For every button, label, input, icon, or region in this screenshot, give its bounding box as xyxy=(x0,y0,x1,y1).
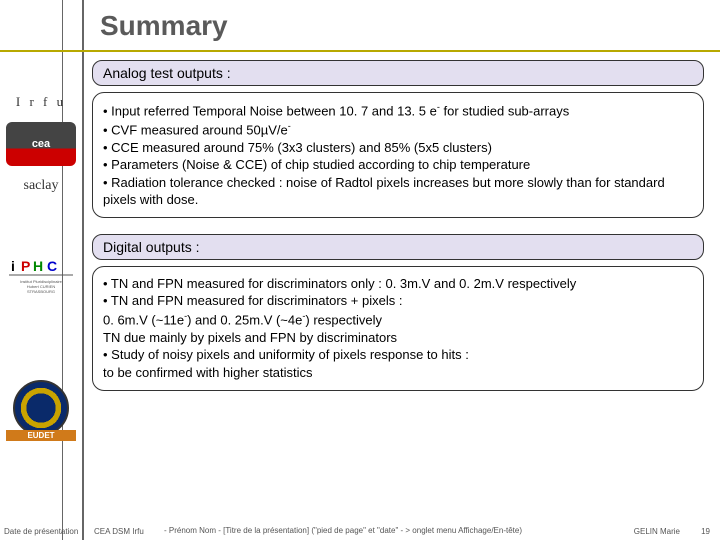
svg-text:P: P xyxy=(21,258,30,274)
footer: Date de présentation CEA DSM Irfu - Prén… xyxy=(0,526,720,536)
logo-sidebar: I r f u cea saclay i P H C Institut Plur… xyxy=(6,90,76,441)
footer-page: 19 xyxy=(690,527,720,536)
section-header-digital: Digital outputs : xyxy=(92,234,704,260)
footer-center: - Prénom Nom - [Titre de la présentation… xyxy=(164,526,600,536)
vertical-rule-inner xyxy=(82,0,84,540)
footer-org: CEA DSM Irfu xyxy=(94,527,164,536)
svg-text:STRASBOURG: STRASBOURG xyxy=(27,289,55,294)
page-title: Summary xyxy=(100,10,228,42)
svg-text:C: C xyxy=(47,258,57,274)
accent-horizontal-rule xyxy=(0,50,720,52)
logo-cea: cea xyxy=(6,122,76,166)
logo-iphc: i P H C Institut Pluridisciplinaire Hube… xyxy=(6,254,76,304)
svg-text:H: H xyxy=(33,258,43,274)
section-body-digital: • TN and FPN measured for discriminators… xyxy=(92,266,704,391)
logo-eudet: EUDET xyxy=(6,380,76,441)
content-area: Analog test outputs : • Input referred T… xyxy=(92,60,710,407)
section-body-analog: • Input referred Temporal Noise between … xyxy=(92,92,704,218)
footer-date: Date de présentation xyxy=(4,527,94,536)
logo-irfu: I r f u xyxy=(6,90,76,114)
logo-saclay: saclay xyxy=(6,174,76,198)
footer-author: GELIN Marie xyxy=(600,527,690,536)
section-header-analog: Analog test outputs : xyxy=(92,60,704,86)
svg-text:i: i xyxy=(11,258,15,274)
